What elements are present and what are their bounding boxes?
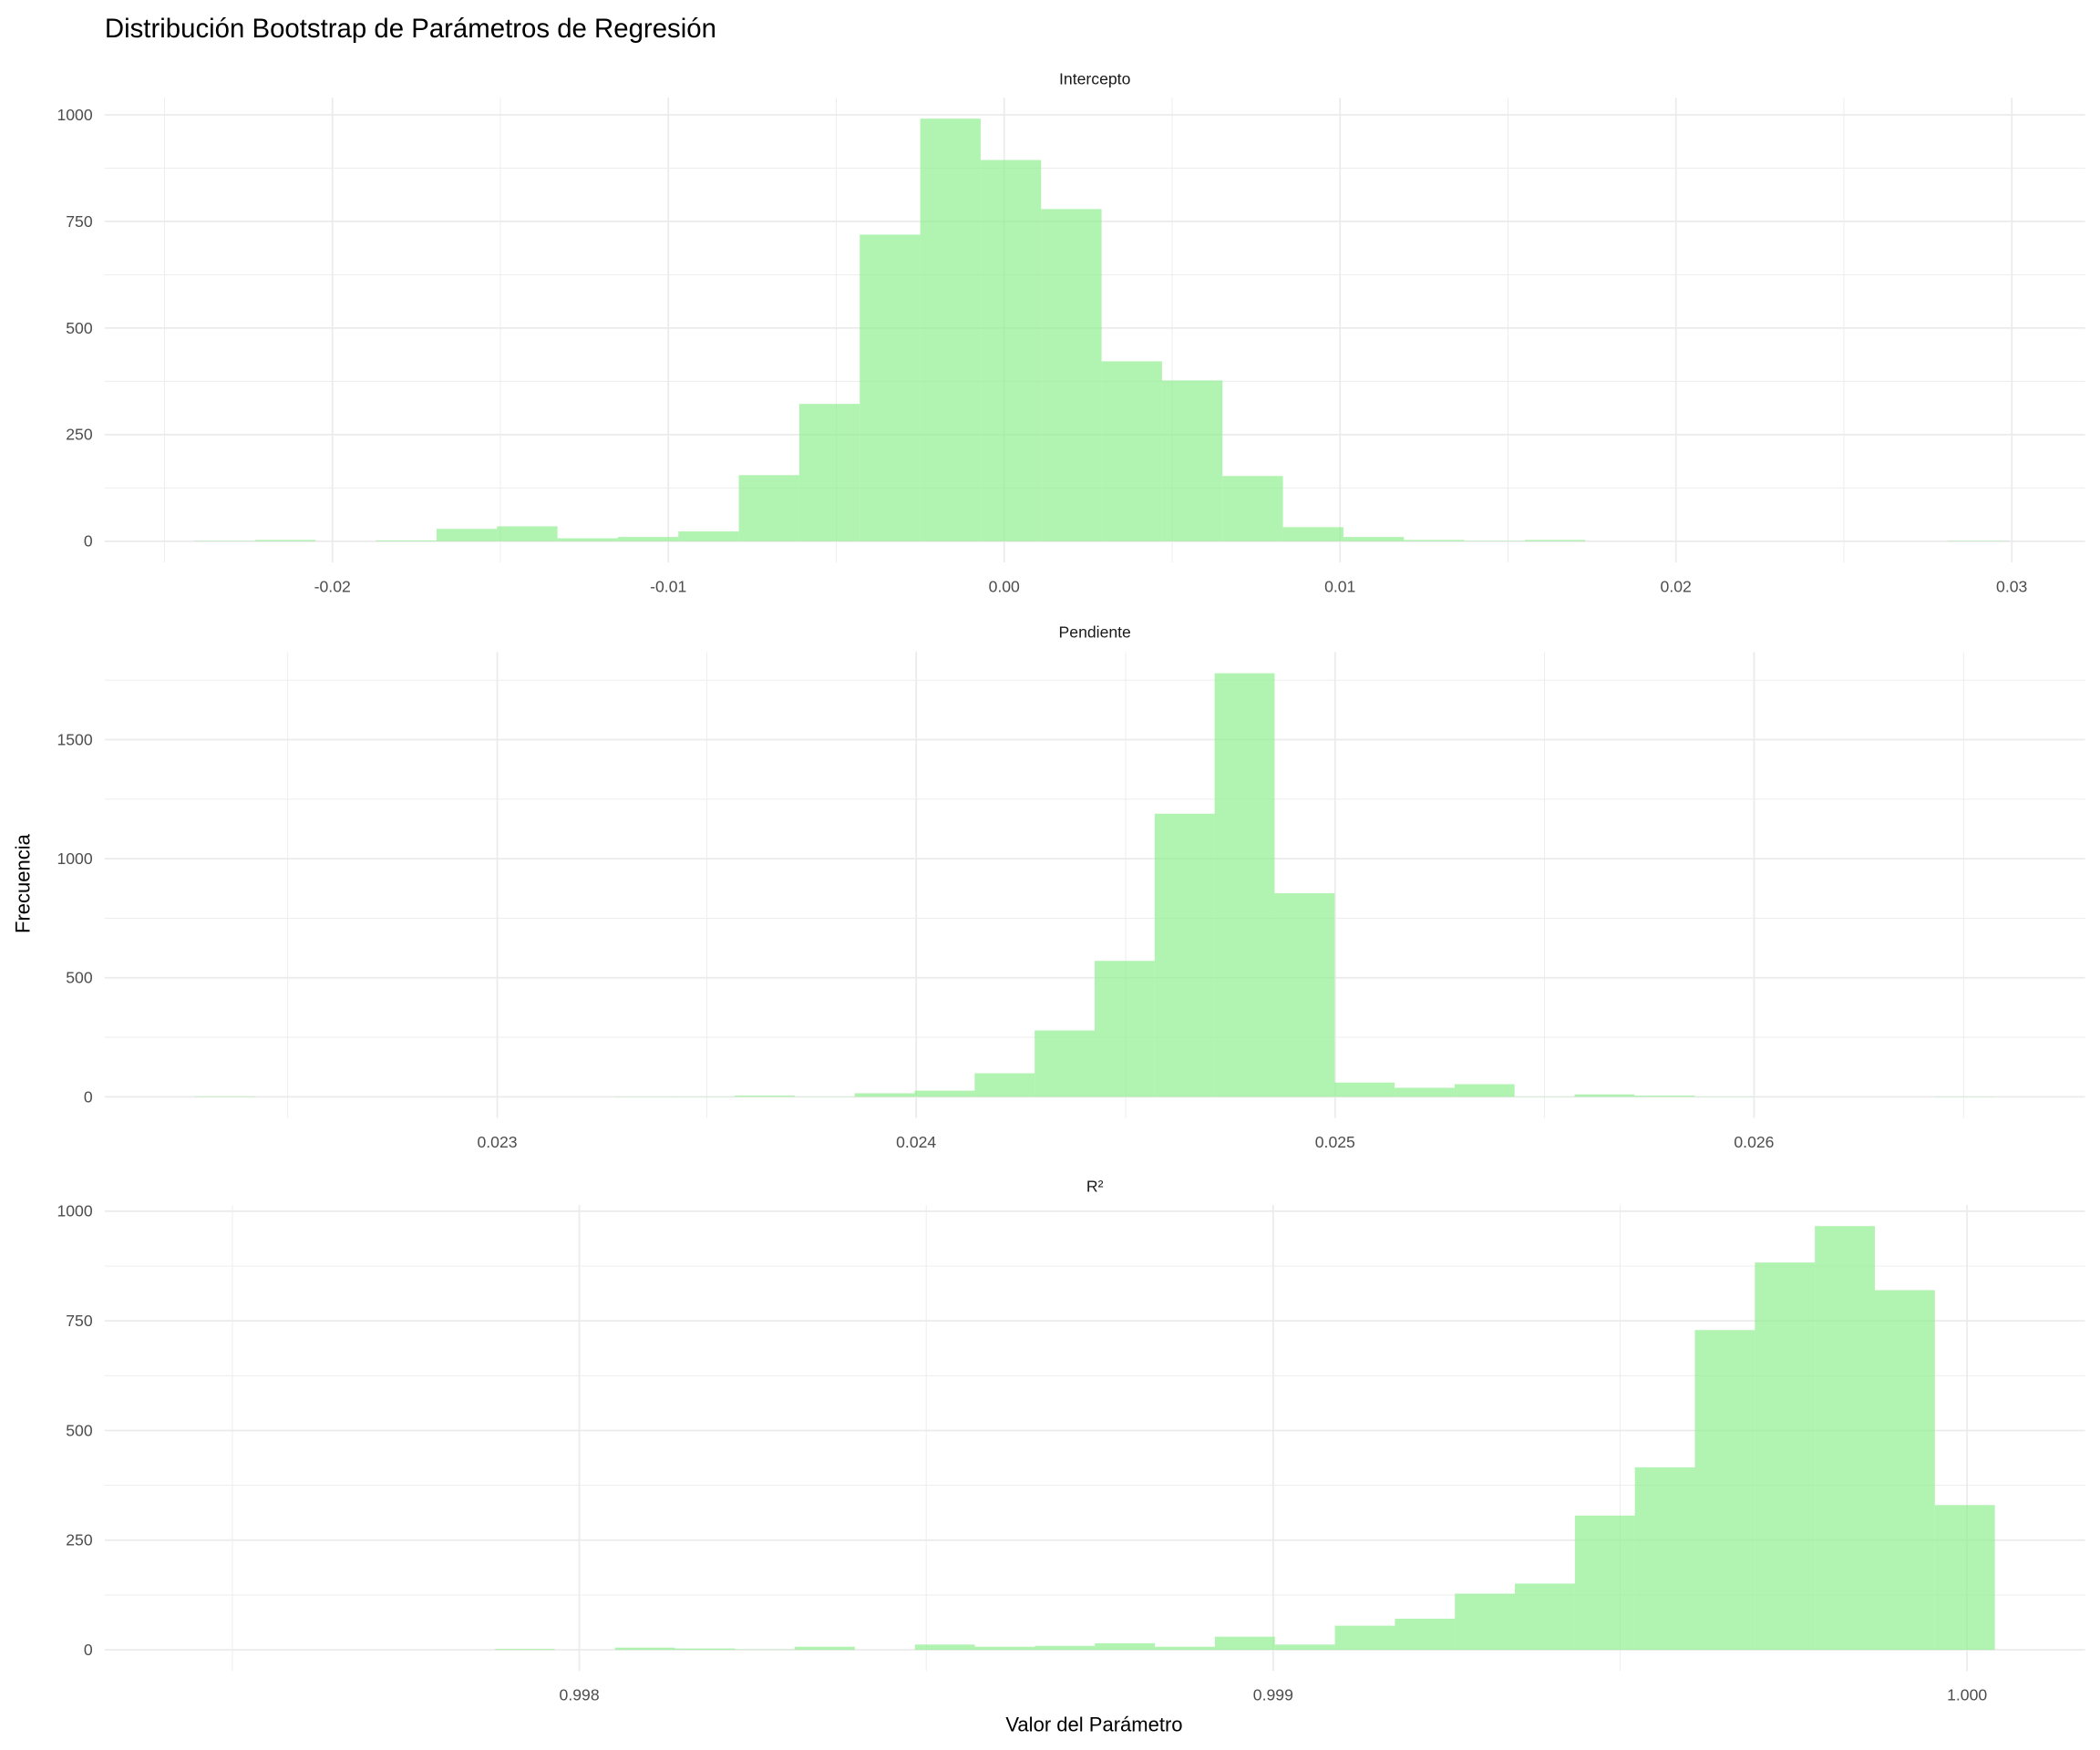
- histogram-bar: [974, 1073, 1035, 1097]
- y-tick-label: 750: [66, 212, 93, 231]
- histogram-bar: [795, 1646, 855, 1651]
- histogram-bar: [1634, 1467, 1695, 1651]
- y-tick-label: 0: [84, 532, 93, 551]
- facet-strip-label: R²: [1086, 1177, 1104, 1195]
- y-tick-label: 500: [66, 969, 93, 987]
- y-tick-label: 750: [66, 1312, 93, 1330]
- x-tick-label: 0.025: [1315, 1133, 1355, 1151]
- histogram-bar: [557, 538, 618, 541]
- facet-panel-0: 0 250 500 750 1000 -0.02 -0.01 0.00 0.01 0.02 0.03…: [57, 70, 2085, 595]
- x-tick-label: 1.000: [1947, 1686, 1987, 1704]
- histogram-bar: [854, 1093, 915, 1097]
- histogram-bar: [1155, 1646, 1215, 1651]
- histogram-bar: [1455, 1593, 1516, 1651]
- y-tick-label: 1000: [57, 1202, 92, 1220]
- histogram-bar: [860, 234, 921, 541]
- x-tick-label: 0.02: [1661, 577, 1692, 595]
- y-tick-label: 250: [66, 1531, 93, 1549]
- histogram-bar: [1574, 1094, 1635, 1097]
- histogram-bar: [1934, 1505, 1995, 1651]
- x-tick-label: 0.00: [989, 577, 1020, 595]
- histogram-bar: [980, 160, 1042, 541]
- y-tick-label: 500: [66, 319, 93, 337]
- histogram-bar: [1274, 1644, 1335, 1651]
- y-tick-label: 1000: [57, 849, 92, 868]
- y-tick-label: 1000: [57, 106, 92, 124]
- histogram-bar: [1154, 813, 1215, 1097]
- histogram-bar: [1334, 1625, 1395, 1651]
- histogram-bar: [1694, 1330, 1755, 1651]
- facet-strip-label: Pendiente: [1059, 623, 1132, 641]
- chart-title: Distribución Bootstrap de Parámetros de …: [105, 14, 716, 44]
- facet-panel-1: 0 500 1000 1500 0.023 0.024 0.025 0.026 Pendient…: [57, 623, 2085, 1151]
- histogram-bar: [1274, 893, 1335, 1097]
- histogram-bar: [376, 540, 437, 541]
- histogram-bar: [497, 526, 558, 541]
- histogram-bar: [1035, 1030, 1095, 1097]
- histogram-bar: [920, 118, 981, 541]
- histogram-bar: [1214, 1636, 1275, 1651]
- x-tick-label: 0.023: [478, 1133, 518, 1151]
- y-tick-label: 0: [84, 1087, 93, 1106]
- histogram-bar: [1875, 1290, 1935, 1651]
- y-tick-label: 0: [84, 1641, 93, 1659]
- histogram-bar: [1454, 1084, 1515, 1097]
- histogram-bar: [1282, 527, 1343, 541]
- histogram-bar: [738, 475, 799, 541]
- histogram-bar: [1515, 1583, 1575, 1651]
- x-tick-label: 0.026: [1734, 1133, 1774, 1151]
- x-tick-label: -0.01: [650, 577, 686, 595]
- histogram-bar: [1041, 209, 1102, 541]
- y-axis-label: Frecuencia: [12, 833, 35, 933]
- histogram-bar: [798, 404, 860, 541]
- histogram-bar: [1343, 537, 1405, 541]
- histogram-bar: [974, 1646, 1035, 1651]
- histogram-bar: [1095, 1642, 1156, 1651]
- histogram-bar: [1574, 1515, 1635, 1651]
- histogram-bar: [1101, 361, 1162, 541]
- histogram-bar: [1755, 1262, 1816, 1651]
- histogram-bar: [194, 1096, 255, 1097]
- histogram-bar: [617, 537, 679, 541]
- histogram-bar: [1035, 1645, 1096, 1651]
- y-tick-label: 1500: [57, 730, 92, 748]
- y-tick-label: 250: [66, 426, 93, 444]
- histogram-bar: [1395, 1087, 1455, 1097]
- facet-panel-2: 0 250 500 750 1000 0.998 0.999 1.000 R²: [57, 1177, 2085, 1704]
- y-tick-label: 500: [66, 1421, 93, 1439]
- histogram-bar: [614, 1647, 675, 1651]
- histogram-bar: [1395, 1618, 1456, 1651]
- histogram-bar: [914, 1644, 975, 1651]
- histogram-bar: [1214, 673, 1275, 1097]
- histogram-bar: [1094, 961, 1155, 1097]
- histogram-bar: [678, 531, 739, 541]
- histogram-bar: [1161, 380, 1223, 541]
- histogram-bar: [914, 1090, 975, 1097]
- histogram-bar: [1222, 476, 1283, 541]
- histogram-bar: [436, 529, 498, 541]
- histogram-bar: [674, 1648, 736, 1651]
- x-tick-label: 0.998: [560, 1686, 600, 1704]
- histogram-bar: [1815, 1226, 1876, 1651]
- x-tick-label: 0.999: [1253, 1686, 1293, 1704]
- x-axis-label: Valor del Parámetro: [1005, 1713, 1182, 1735]
- x-tick-label: 0.03: [1996, 577, 2027, 595]
- histogram-bar: [1334, 1082, 1395, 1097]
- x-tick-label: -0.02: [314, 577, 351, 595]
- facet-strip-label: Intercepto: [1059, 70, 1131, 88]
- x-tick-label: 0.01: [1324, 577, 1355, 595]
- x-tick-label: 0.024: [896, 1133, 936, 1151]
- histogram-bar: [494, 1649, 555, 1651]
